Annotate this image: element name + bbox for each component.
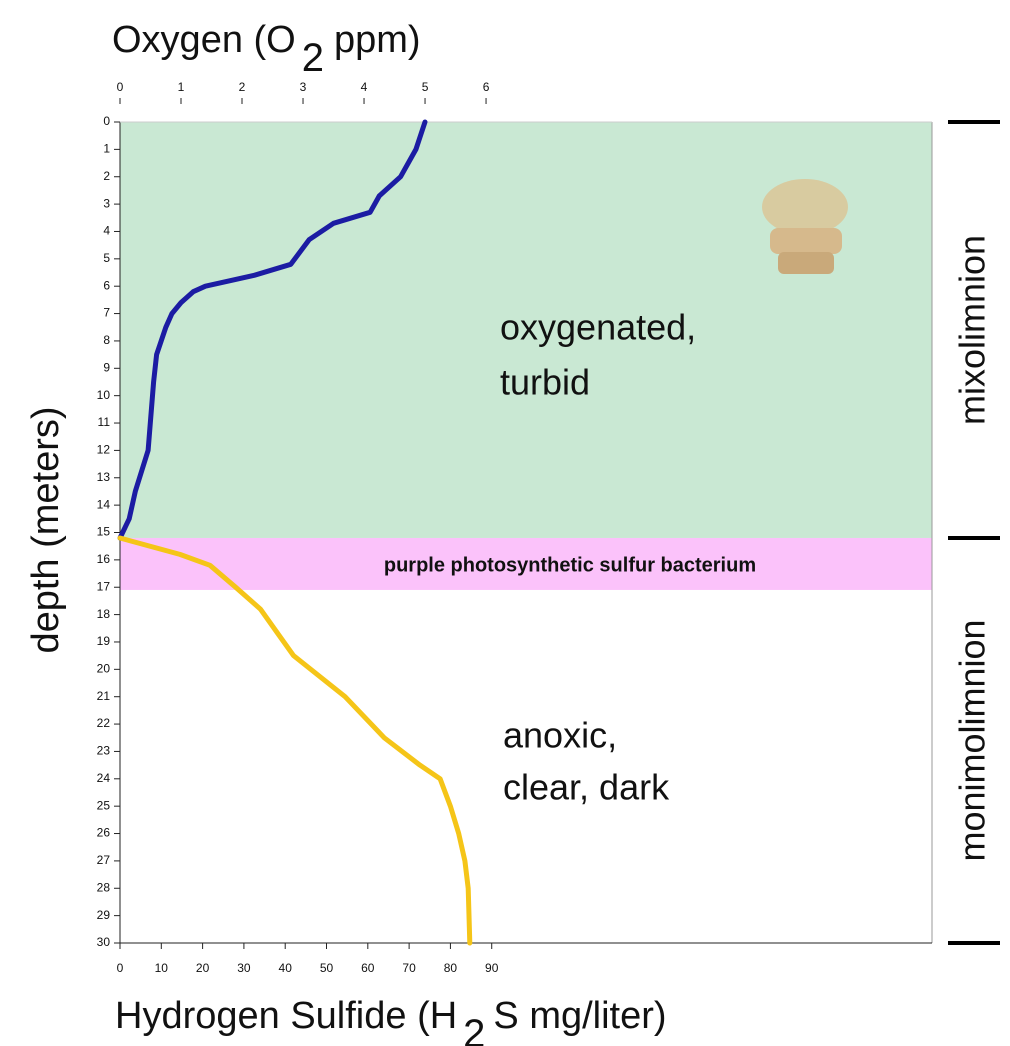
x-tick-label: 20 bbox=[196, 961, 210, 975]
y-tick-label: 29 bbox=[97, 908, 111, 922]
title-part: ppm) bbox=[334, 19, 421, 61]
y-tick-label: 9 bbox=[103, 360, 110, 374]
y-tick-label: 8 bbox=[103, 333, 110, 347]
zone-label: purple photosynthetic sulfur bacterium bbox=[384, 554, 756, 576]
x2-tick-label: 4 bbox=[361, 80, 368, 94]
y-tick-label: 11 bbox=[98, 415, 111, 429]
x-tick-label: 80 bbox=[444, 961, 458, 975]
y-tick-label: 14 bbox=[97, 497, 111, 511]
y-tick-label: 20 bbox=[97, 662, 111, 676]
y-tick-label: 3 bbox=[103, 196, 110, 210]
x-tick-label: 30 bbox=[237, 961, 251, 975]
y-tick-label: 21 bbox=[97, 689, 111, 703]
y-tick-label: 13 bbox=[97, 470, 111, 484]
x-tick-label: 0 bbox=[117, 961, 124, 975]
jelly-bell bbox=[762, 179, 848, 235]
y-tick-label: 30 bbox=[97, 935, 111, 949]
y-tick-label: 16 bbox=[97, 552, 111, 566]
title-part: Oxygen (O bbox=[112, 19, 296, 61]
y-tick-label: 10 bbox=[97, 388, 111, 402]
bottom-axis-title: Hydrogen Sulfide (H 2 S mg/liter) bbox=[115, 995, 667, 1046]
top-axis-title: Oxygen (O 2 ppm) bbox=[112, 19, 421, 80]
zone-label: anoxic, bbox=[503, 715, 617, 756]
y-tick-label: 22 bbox=[97, 716, 111, 730]
y-tick-label: 26 bbox=[97, 826, 111, 840]
y-tick-label: 0 bbox=[103, 114, 110, 128]
zone-label: turbid bbox=[500, 362, 590, 403]
x2-tick-label: 5 bbox=[422, 80, 429, 94]
x-tick-label: 90 bbox=[485, 961, 499, 975]
x2-tick-label: 6 bbox=[483, 80, 490, 94]
profile-line bbox=[117, 535, 473, 946]
x-tick-label: 40 bbox=[279, 961, 293, 975]
layer-label: mixolimnion bbox=[952, 235, 993, 425]
jelly-tentacles bbox=[778, 252, 834, 274]
title-part: S mg/liter) bbox=[493, 995, 666, 1037]
y-tick-label: 4 bbox=[103, 224, 110, 238]
title-part: Hydrogen Sulfide (H bbox=[115, 995, 457, 1037]
y-tick-label: 27 bbox=[97, 853, 111, 867]
y-tick-label: 19 bbox=[97, 634, 111, 648]
x2-tick-label: 0 bbox=[117, 80, 124, 94]
layer-label: monimolimnion bbox=[952, 619, 993, 861]
y-tick-label: 12 bbox=[97, 443, 111, 457]
y-tick-label: 25 bbox=[97, 798, 111, 812]
y-tick-label: 15 bbox=[97, 525, 111, 539]
x2-tick-label: 1 bbox=[178, 80, 185, 94]
title-subscript: 2 bbox=[463, 1012, 485, 1046]
y-tick-label: 2 bbox=[103, 169, 110, 183]
jellyfish-icon bbox=[762, 179, 848, 274]
y-tick-label: 23 bbox=[97, 744, 111, 758]
x2-tick-label: 2 bbox=[239, 80, 246, 94]
y-tick-label: 18 bbox=[97, 607, 111, 621]
x-tick-label: 70 bbox=[402, 961, 416, 975]
title-subscript: 2 bbox=[302, 36, 324, 80]
zone-band bbox=[120, 537, 932, 590]
y-tick-label: 24 bbox=[97, 771, 111, 785]
x-tick-label: 10 bbox=[155, 961, 169, 975]
x-tick-label: 60 bbox=[361, 961, 375, 975]
zone-band bbox=[120, 589, 932, 943]
x-tick-label: 50 bbox=[320, 961, 334, 975]
y-tick-label: 1 bbox=[103, 142, 110, 156]
y-tick-label: 7 bbox=[103, 306, 110, 320]
jelly-arms bbox=[770, 228, 842, 254]
y-axis-title: depth (meters) bbox=[25, 406, 67, 653]
y-tick-label: 17 bbox=[97, 579, 111, 593]
y-tick-label: 6 bbox=[103, 278, 110, 292]
zone-label: oxygenated, bbox=[500, 307, 696, 348]
x2-tick-label: 3 bbox=[300, 80, 307, 94]
y-tick-label: 28 bbox=[97, 880, 111, 894]
y-tick-label: 5 bbox=[103, 251, 110, 265]
profile-line bbox=[117, 119, 428, 541]
zone-label: clear, dark bbox=[503, 767, 670, 808]
